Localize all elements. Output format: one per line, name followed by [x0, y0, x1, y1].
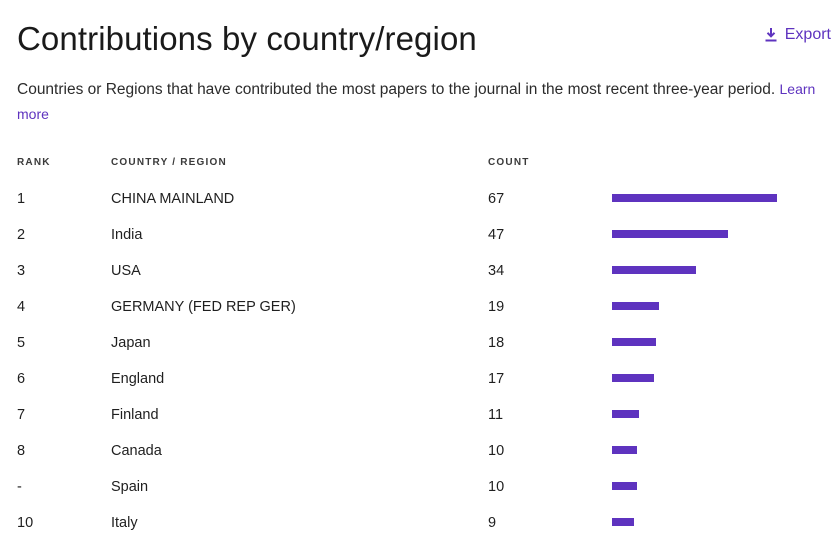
count-cell: 9: [488, 515, 497, 531]
country-cell: GERMANY (FED REP GER): [111, 299, 296, 315]
table-row: 8 Canada 10: [0, 432, 839, 468]
bar-track: [612, 230, 827, 238]
count-cell: 11: [488, 407, 504, 423]
count-cell: 47: [488, 227, 505, 243]
count-bar: [612, 518, 635, 526]
table-row: 5 Japan 18: [0, 324, 839, 360]
bar-track: [612, 410, 827, 418]
country-cell: Japan: [111, 335, 151, 351]
country-cell: England: [111, 371, 165, 387]
country-cell: USA: [111, 263, 141, 279]
export-button[interactable]: Export: [765, 26, 831, 44]
count-bar: [612, 410, 640, 418]
table-row: 7 Finland 11: [0, 396, 839, 432]
rank-cell: 1: [17, 191, 26, 207]
bar-track: [612, 482, 827, 490]
country-cell: Spain: [111, 479, 149, 495]
bar-track: [612, 338, 827, 346]
count-bar: [612, 266, 696, 274]
count-cell: 67: [488, 191, 505, 207]
bar-track: [612, 446, 827, 454]
count-bar: [612, 338, 657, 346]
rank-cell: 8: [17, 443, 26, 459]
bar-track: [612, 374, 827, 382]
page-title: Contributions by country/region: [17, 20, 477, 57]
bar-track: [612, 266, 827, 274]
country-cell: Italy: [111, 515, 138, 531]
count-bar: [612, 446, 637, 454]
bar-track: [612, 194, 827, 202]
description: Countries or Regions that have contribut…: [17, 77, 827, 127]
table-row: 2 India 47: [0, 216, 839, 252]
learn-more-link[interactable]: Learn more: [17, 81, 816, 122]
download-icon: [765, 28, 777, 42]
rank-cell: 2: [17, 227, 26, 243]
export-label: Export: [784, 26, 831, 43]
count-bar: [612, 374, 654, 382]
country-cell: CHINA MAINLAND: [111, 191, 235, 207]
bar-track: [612, 518, 827, 526]
country-cell: Finland: [111, 407, 159, 423]
table-row: 10 Italy 9: [0, 504, 839, 540]
column-header-rank: RANK: [17, 157, 51, 168]
rank-cell: 10: [17, 515, 34, 531]
table-row: - Spain 10: [0, 468, 839, 504]
count-cell: 18: [488, 335, 505, 351]
count-bar: [612, 230, 728, 238]
column-header-country: COUNTRY / REGION: [111, 157, 227, 168]
table-row: 1 CHINA MAINLAND 67: [0, 180, 839, 216]
country-table: 1 CHINA MAINLAND 67 2 India 47 3 USA 34 …: [0, 180, 839, 540]
country-cell: India: [111, 227, 143, 243]
rank-cell: 5: [17, 335, 26, 351]
table-row: 3 USA 34: [0, 252, 839, 288]
table-row: 6 England 17: [0, 360, 839, 396]
count-cell: 10: [488, 443, 505, 459]
table-row: 4 GERMANY (FED REP GER) 19: [0, 288, 839, 324]
description-text: Countries or Regions that have contribut…: [17, 81, 776, 98]
rank-cell: 7: [17, 407, 26, 423]
count-cell: 19: [488, 299, 505, 315]
count-cell: 10: [488, 479, 505, 495]
count-bar: [612, 302, 659, 310]
column-header-count: COUNT: [488, 157, 530, 168]
count-bar: [612, 482, 637, 490]
bar-track: [612, 302, 827, 310]
rank-cell: 4: [17, 299, 26, 315]
count-cell: 17: [488, 371, 505, 387]
country-cell: Canada: [111, 443, 162, 459]
rank-cell: -: [17, 479, 22, 495]
rank-cell: 3: [17, 263, 26, 279]
rank-cell: 6: [17, 371, 26, 387]
count-cell: 34: [488, 263, 505, 279]
count-bar: [612, 194, 777, 202]
